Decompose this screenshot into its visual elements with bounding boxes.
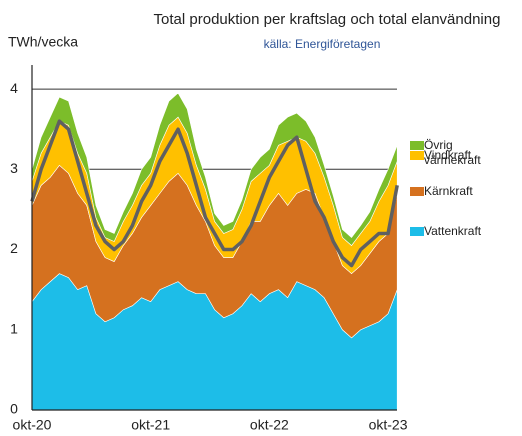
legend-label: Kärnkraft bbox=[424, 184, 473, 198]
x-tick-label: okt-23 bbox=[369, 417, 408, 433]
legend-label: Vattenkraft bbox=[424, 224, 482, 238]
chart-subtitle: källa: Energiföretagen bbox=[264, 37, 381, 51]
y-tick-label: 3 bbox=[10, 160, 18, 176]
legend-swatch bbox=[410, 187, 424, 196]
area bbox=[31, 92, 398, 246]
chart-title: Total produktion per kraftslag och total… bbox=[154, 11, 501, 28]
legend-swatch bbox=[410, 151, 424, 160]
x-tick-label: okt-20 bbox=[13, 417, 52, 433]
y-axis-label: TWh/vecka bbox=[8, 34, 78, 50]
legend-label: Vindkraft bbox=[424, 148, 472, 162]
consumption-line bbox=[30, 119, 399, 268]
y-tick-label: 1 bbox=[10, 320, 18, 336]
y-tick-label: 0 bbox=[10, 401, 18, 417]
y-tick-label: 4 bbox=[10, 80, 18, 96]
x-tick-label: okt-21 bbox=[131, 417, 170, 433]
legend-swatch bbox=[410, 227, 424, 236]
legend-label: Övrig värmekraft bbox=[424, 138, 481, 167]
y-tick-label: 2 bbox=[10, 240, 18, 256]
legend-swatch bbox=[410, 141, 424, 150]
x-tick-label: okt-22 bbox=[250, 417, 289, 433]
